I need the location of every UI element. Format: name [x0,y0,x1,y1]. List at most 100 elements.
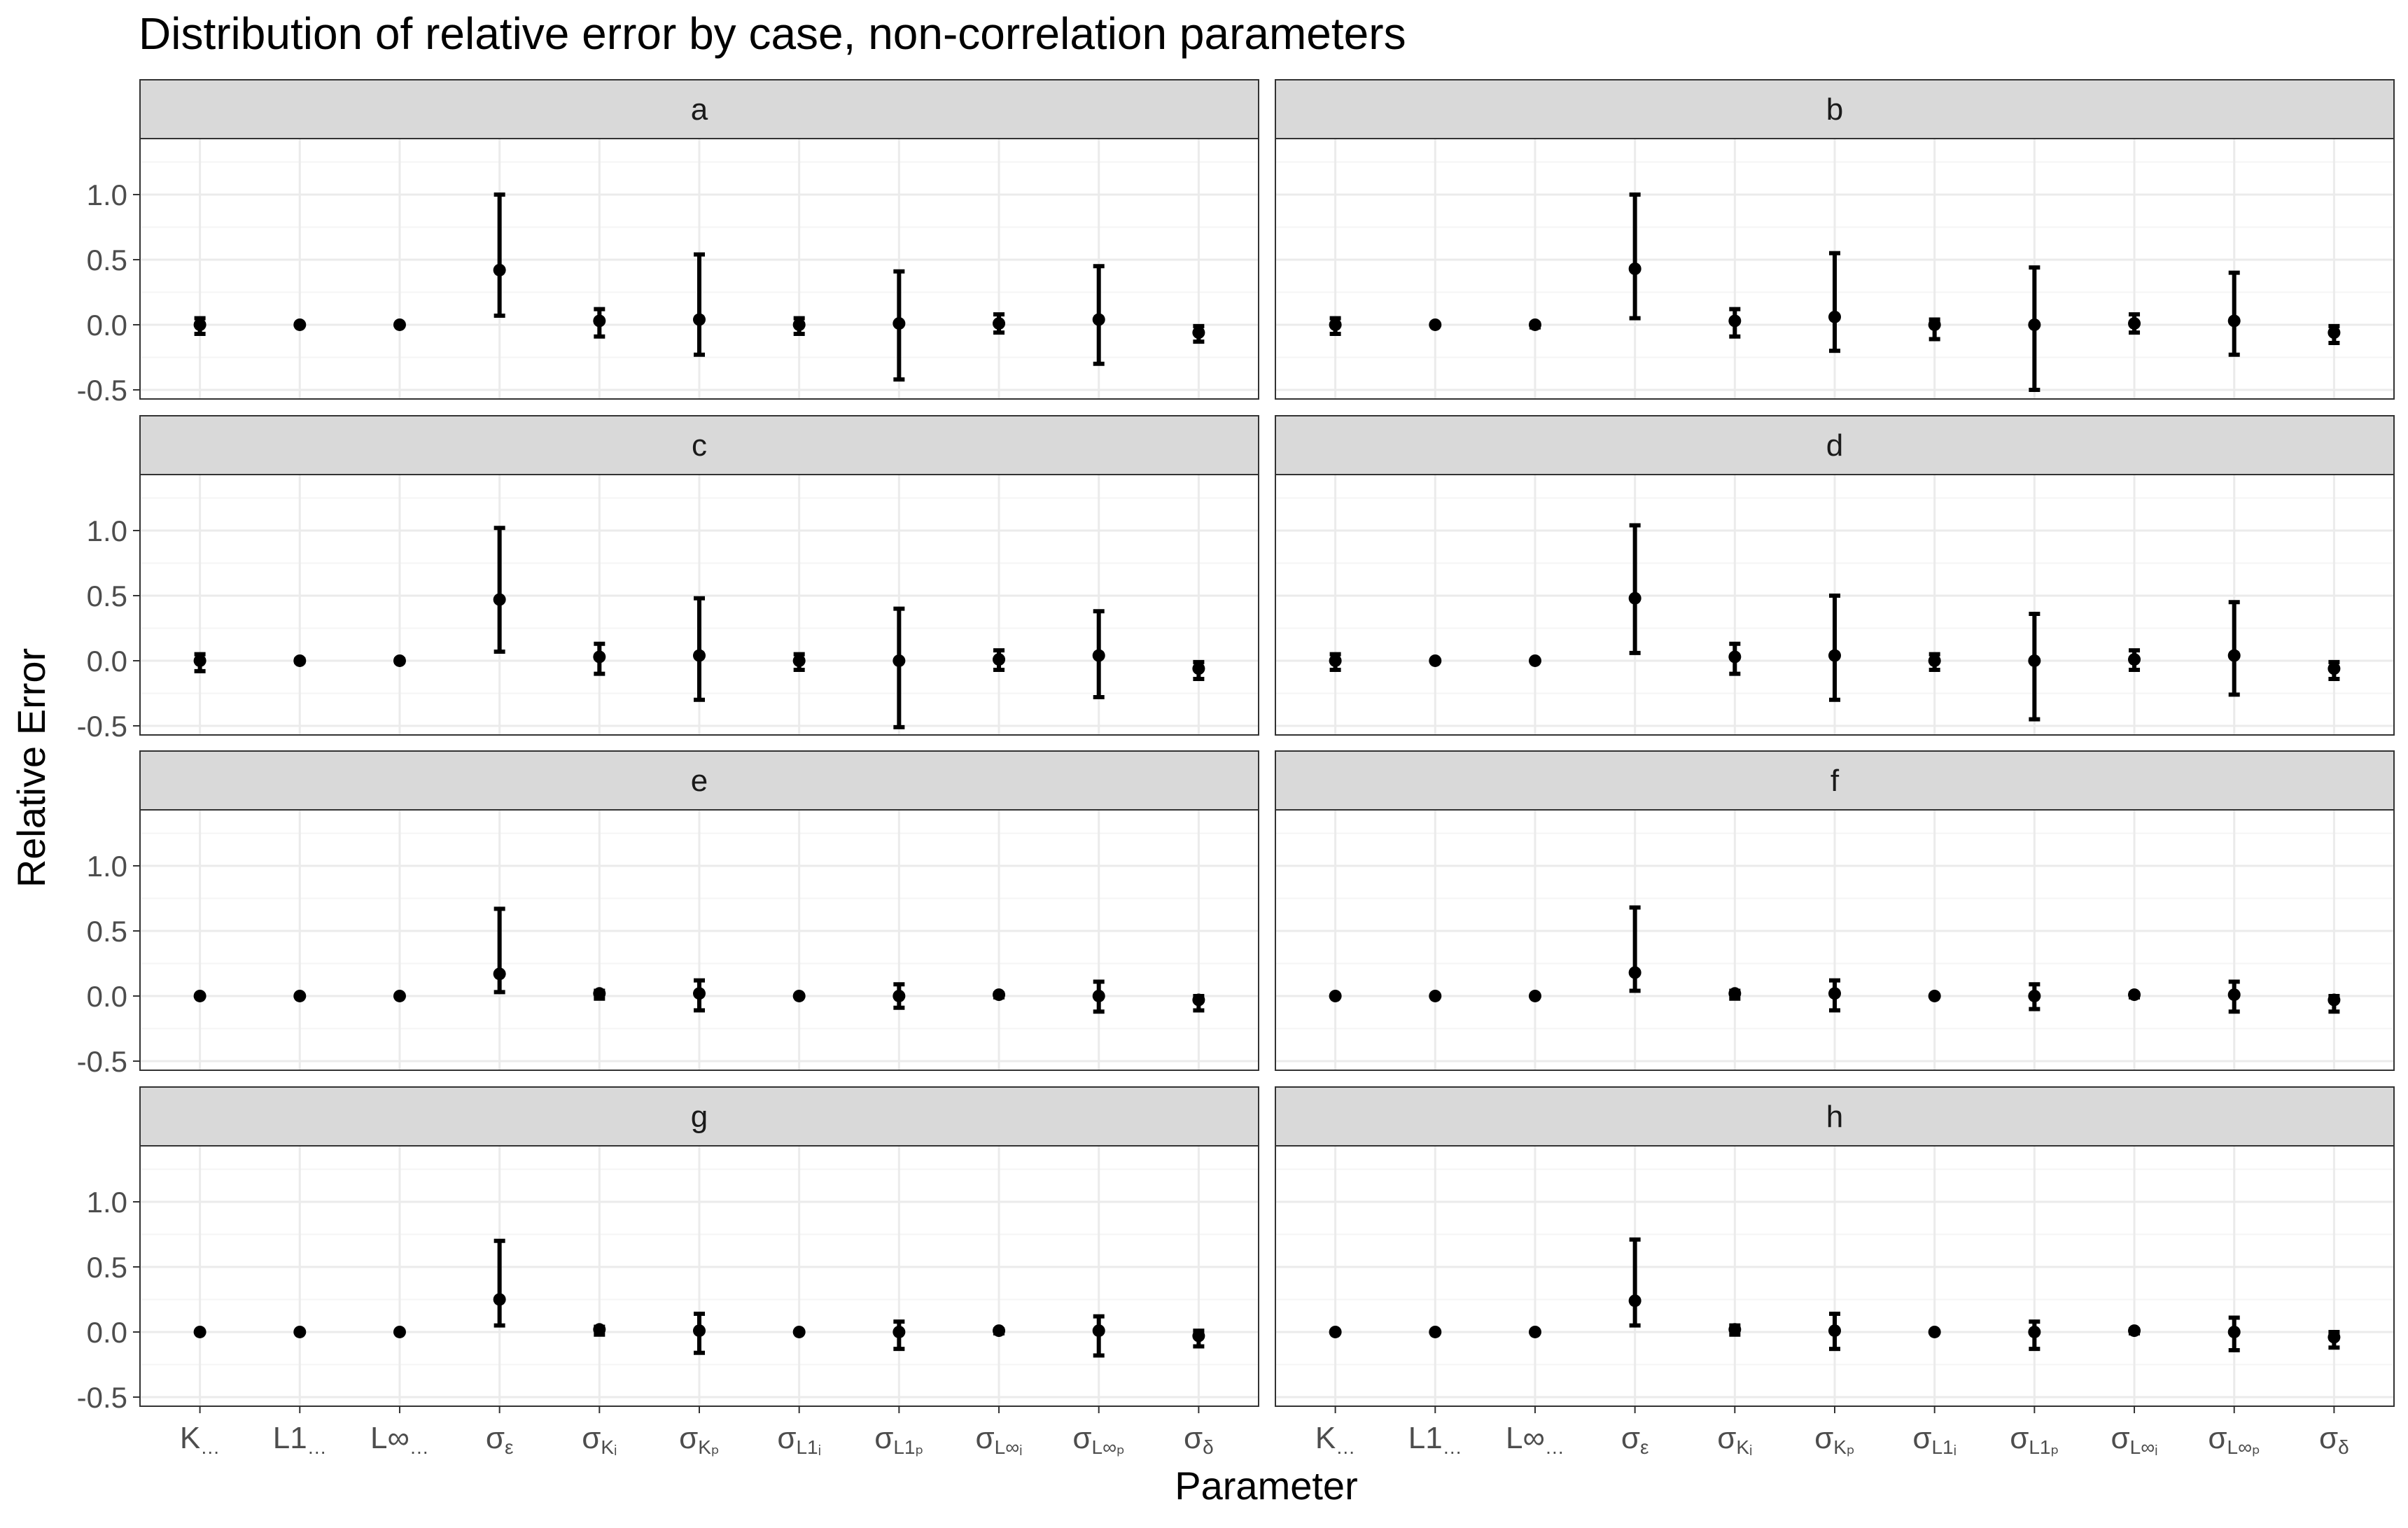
panel-border [1275,138,2395,400]
y-tick-label: 0.5 [87,580,127,612]
data-point [892,317,906,330]
data-point [892,1325,906,1338]
data-point [693,987,706,1000]
data-point [2328,662,2341,675]
facet-strip [1275,750,2395,811]
facet-strip-label: h [1826,1100,1843,1134]
facet-strip [1275,1086,2395,1147]
facet-strip-label: g [691,1100,708,1134]
data-point [693,1324,706,1338]
data-point [1628,1294,1642,1308]
x-tick-label: σL1ₚ [874,1421,923,1458]
data-point [1928,318,1941,331]
facet-strip-label: d [1826,428,1843,463]
x-tick-label: L1… [1408,1421,1462,1458]
data-point [593,314,606,328]
data-point [393,318,406,331]
facet-panel-e: e -0.5 0.0 0.5 1.0 [77,750,1259,1078]
data-point [1192,662,1205,675]
x-tick-label: σδ [1184,1421,1214,1458]
data-point [1429,1325,1442,1338]
data-point [792,989,806,1002]
data-point [1092,989,1105,1002]
x-tick-label: L∞… [370,1421,429,1458]
x-tick-label: σKₚ [679,1421,720,1458]
data-point [792,1325,806,1338]
data-point [193,318,206,331]
data-point [1828,1324,1841,1338]
data-point [993,653,1006,666]
data-point [2128,1324,2141,1338]
facet-panel-d: d [1275,415,2395,736]
data-point [1192,993,1205,1007]
data-point [892,654,906,667]
x-axis-title: Parameter [1175,1464,1357,1508]
facet-strip [1275,79,2395,139]
y-tick-label: 0.0 [87,1316,127,1349]
data-point [1429,318,1442,331]
data-point [2328,993,2341,1007]
data-point [1728,650,1742,664]
facet-strip [1275,415,2395,475]
panel-border [1275,474,2395,736]
data-point [1928,1325,1941,1338]
panel-border [139,474,1259,736]
y-tick-label: 0.0 [87,645,127,678]
data-point [1092,1324,1105,1338]
data-point [193,654,206,667]
data-point [493,1293,506,1306]
facet-strip [139,1086,1259,1147]
data-point [1928,654,1941,667]
data-point [293,1325,307,1338]
x-tick-label: σKᵢ [582,1421,617,1458]
data-point [2028,318,2041,331]
data-point [1329,1325,1342,1338]
data-point [1728,314,1742,328]
data-point [1628,966,1642,979]
data-point [1429,989,1442,1002]
y-tick-label: 0.5 [87,244,127,276]
data-point [2227,314,2241,328]
x-tick-label: σε [1621,1421,1649,1458]
x-tick-label: σL∞ₚ [2208,1421,2260,1458]
data-point [1329,989,1342,1002]
data-point [2128,317,2141,330]
data-point [1828,649,1841,662]
panel-border [139,138,1259,400]
data-point [792,318,806,331]
x-tick-label: σL1ₚ [2010,1421,2059,1458]
data-point [2227,988,2241,1002]
data-point [593,650,606,664]
x-tick-label: σL1ᵢ [777,1421,821,1458]
x-tick-label: σL∞ᵢ [975,1421,1022,1458]
x-tick-label: σL∞ₚ [1072,1421,1125,1458]
facet-panel-c: c -0.5 0.0 0.5 1.0 [77,415,1259,743]
data-point [1828,310,1841,323]
data-point [1092,313,1105,326]
data-point [1528,318,1541,331]
x-tick-label: K… [180,1421,220,1458]
facet-panels: a -0.5 0.0 0.5 1.0 b c -0.5 0.0 0.5 1.0 d e -0.5 0.0 0.… [77,79,2395,1458]
facet-strip [139,750,1259,811]
data-point [1728,987,1742,1000]
data-point [393,989,406,1002]
y-tick-label: 1.0 [87,1186,127,1219]
facet-strip-label: b [1826,92,1843,127]
x-tick-label: σL1ᵢ [1912,1421,1956,1458]
x-tick-label: σδ [2319,1421,2349,1458]
facet-panel-f: f [1275,750,2395,1071]
data-point [1528,654,1541,667]
facet-strip-label: a [691,92,708,127]
data-point [1828,987,1841,1000]
data-point [293,654,307,667]
data-point [493,593,506,606]
data-point [493,263,506,276]
facet-panel-h: h K… L1… L∞… σε σKᵢ σKₚ σL1ᵢ σL1ₚ σL∞ᵢ σL∞ₚ σδ [1275,1086,2395,1458]
data-point [1728,1323,1742,1336]
data-point [1628,591,1642,605]
data-point [293,989,307,1002]
data-point [493,967,506,981]
data-point [193,1325,206,1338]
